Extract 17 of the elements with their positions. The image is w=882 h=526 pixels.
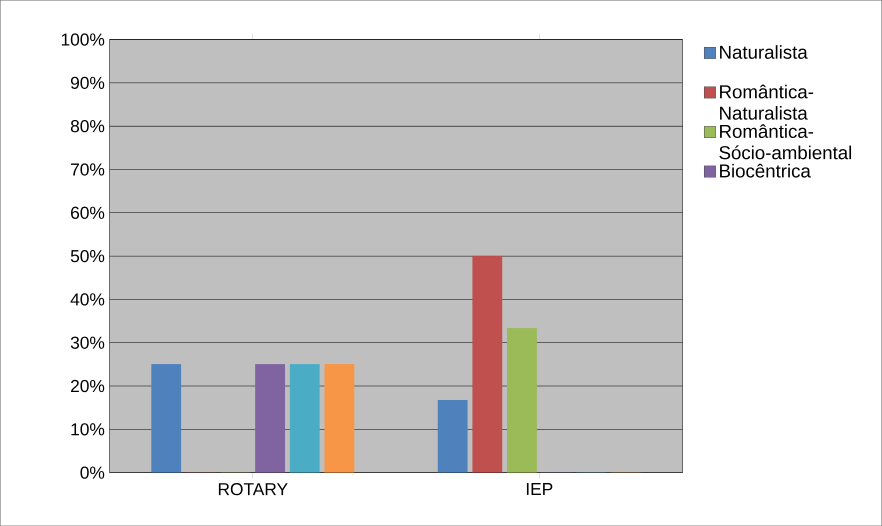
y-tick-label: 60%	[71, 206, 104, 219]
y-tick-label: 30%	[70, 336, 104, 349]
x-tick-label: IEP	[526, 482, 552, 495]
legend-label: Biocêntrica	[720, 164, 811, 178]
y-tick-label: 80%	[70, 120, 104, 132]
y-tick-label: 100%	[62, 33, 104, 46]
legend-label: Romântica-Sócio-ambiental	[719, 124, 852, 160]
legend-label: Romântica-Naturalista	[720, 84, 814, 120]
y-tick-label: 20%	[71, 380, 104, 392]
legend-label: Naturalista	[720, 45, 808, 59]
y-tick-label: 50%	[70, 250, 104, 262]
x-tick-label: ROTARY	[218, 482, 288, 496]
y-tick-label: 40%	[70, 293, 104, 306]
y-tick-label: 0%	[80, 466, 104, 479]
y-tick-label: 10%	[71, 423, 104, 436]
y-tick-label: 90%	[70, 76, 104, 89]
y-tick-label: 70%	[71, 163, 104, 176]
